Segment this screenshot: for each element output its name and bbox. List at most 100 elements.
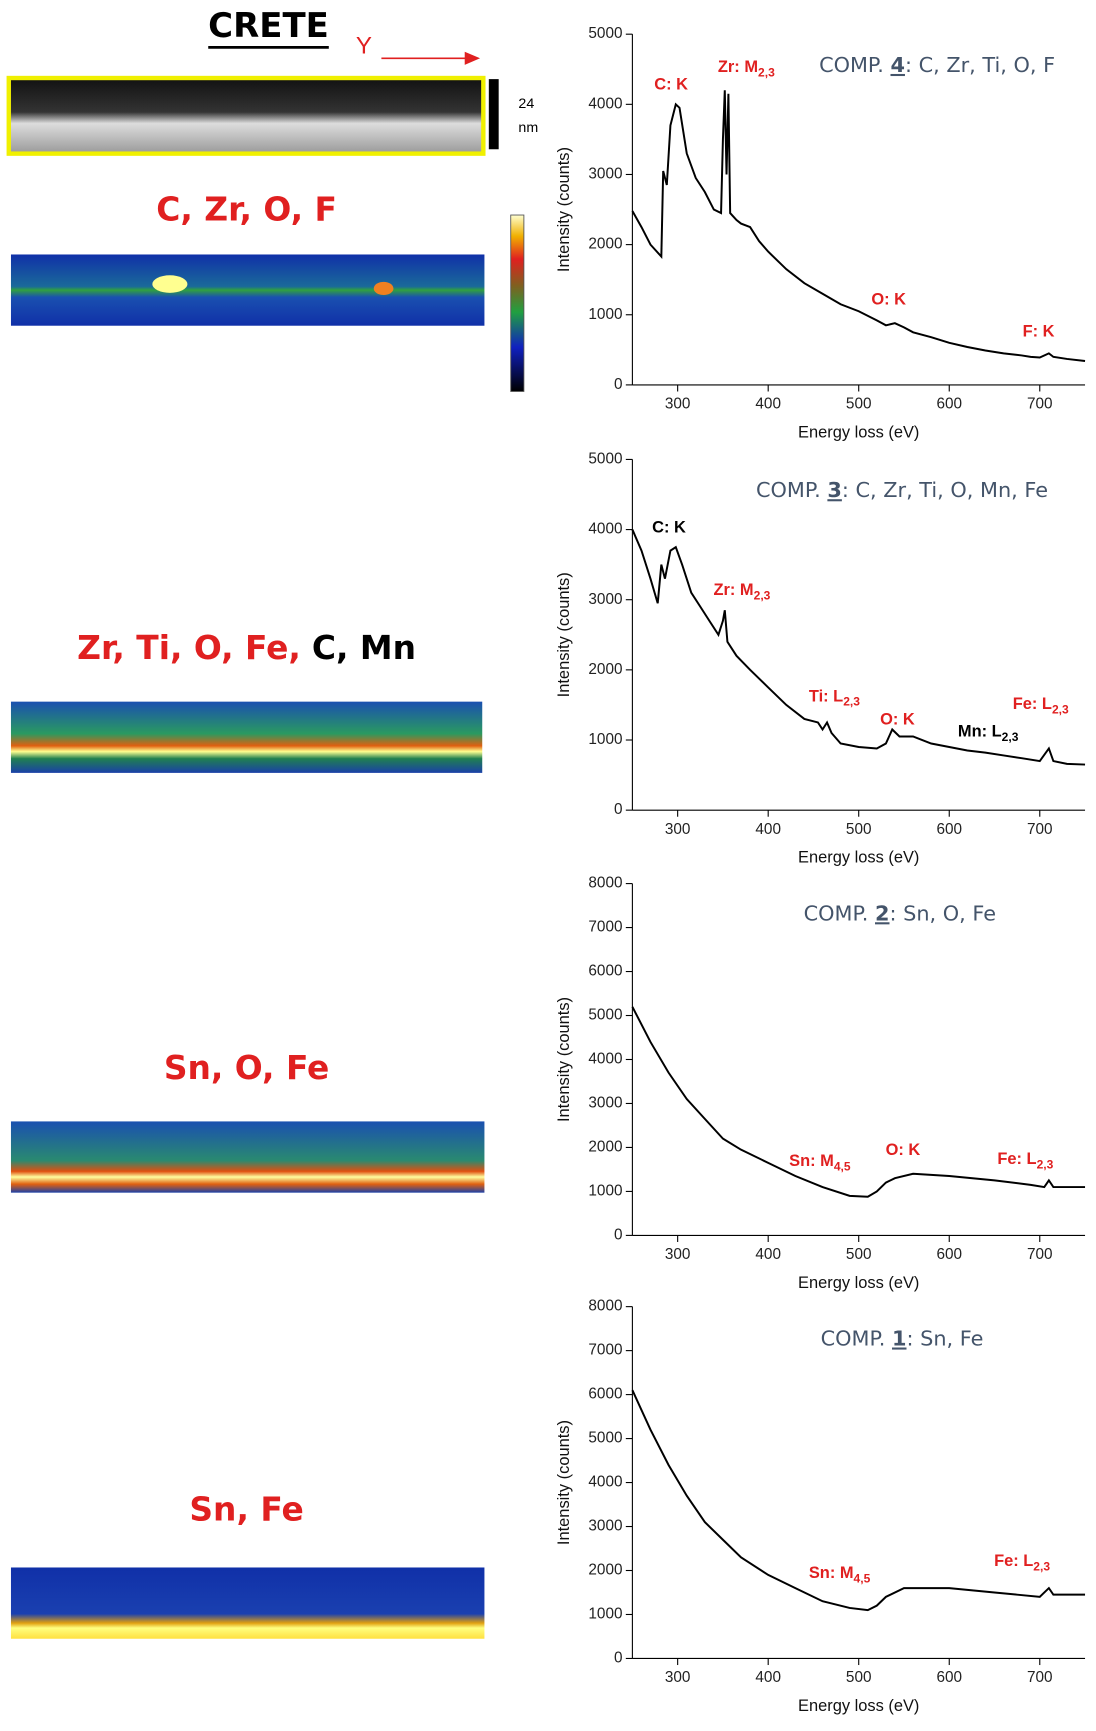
spectrum-line: [631, 90, 1086, 362]
y-tick-label: 0: [614, 801, 623, 818]
x-tick-label: 600: [936, 396, 962, 413]
direction-label: Y: [356, 33, 372, 60]
component-title: COMP. 2: Sn, O, Fe: [804, 901, 996, 925]
peak-label: O: K: [886, 1141, 921, 1159]
y-tick-label: 5000: [588, 450, 622, 467]
x-tick-label: 600: [936, 1246, 962, 1263]
component-prefix: COMP.: [804, 901, 875, 925]
y-tick-label: 3000: [588, 1518, 622, 1535]
x-tick-label: 300: [665, 396, 691, 413]
peak-label-text: Fe: L: [1013, 695, 1052, 713]
x-tick-label: 300: [665, 821, 691, 838]
y-tick-label: 7000: [588, 919, 622, 936]
spectrum-line: [631, 1389, 1086, 1612]
component-number: 1: [892, 1327, 906, 1351]
haadf-image: [6, 75, 486, 156]
y-axis-label: Intensity (counts): [555, 147, 573, 272]
x-tick-label: 400: [755, 821, 781, 838]
x-axis-label: Energy loss (eV): [798, 849, 919, 867]
component-elements: : C, Zr, Ti, O, F: [905, 53, 1055, 77]
peak-label: Ti: L2,3: [809, 688, 860, 709]
map-label-part: Zr, Ti, O, Fe,: [77, 628, 301, 667]
peak-label-text: C: K: [652, 519, 686, 537]
map-label: Sn, O, Fe: [164, 1047, 330, 1086]
y-tick-label: 2000: [588, 236, 622, 253]
peak-label-text: Fe: L: [997, 1150, 1036, 1168]
x-tick-label: 300: [665, 1246, 691, 1263]
y-tick-label: 8000: [588, 875, 622, 892]
x-tick-label: 600: [936, 1669, 962, 1686]
peak-label-sub: 4,5: [854, 1572, 871, 1586]
peak-label-sub: 2,3: [1052, 703, 1069, 717]
y-tick-label: 6000: [588, 963, 622, 980]
peak-label-text: Zr: M: [713, 581, 753, 599]
component-prefix: COMP.: [819, 53, 890, 77]
component-title: COMP. 3: C, Zr, Ti, O, Mn, Fe: [756, 478, 1048, 502]
map-hotspot: [152, 275, 188, 293]
peak-label-sub: 2,3: [1037, 1157, 1054, 1171]
y-tick-label: 1000: [588, 306, 622, 323]
y-axis-label: Intensity (counts): [555, 997, 573, 1122]
map-image: [10, 254, 485, 326]
arrow-head: [464, 51, 481, 65]
peak-label-sub: 2,3: [758, 66, 775, 80]
y-axis-label: Intensity (counts): [555, 1420, 573, 1545]
peak-label: Mn: L2,3: [958, 723, 1019, 744]
component-title: COMP. 1: Sn, Fe: [821, 1327, 984, 1351]
component-prefix: COMP.: [756, 478, 827, 502]
peak-label-sub: 2,3: [1002, 730, 1019, 744]
peak-label: F: K: [1023, 323, 1055, 341]
map-image: [10, 701, 483, 773]
x-tick-label: 400: [755, 1669, 781, 1686]
x-tick-label: 700: [1027, 1669, 1053, 1686]
peak-label-sub: 2,3: [1033, 1560, 1050, 1574]
peak-label: Fe: L2,3: [1013, 695, 1069, 716]
peak-label-text: Mn: L: [958, 723, 1002, 741]
peak-label-text: Sn: M: [789, 1152, 834, 1170]
x-tick-label: 700: [1027, 821, 1053, 838]
x-tick-label: 400: [755, 396, 781, 413]
x-tick-label: 300: [665, 1669, 691, 1686]
y-tick-label: 0: [614, 1650, 623, 1667]
y-tick-label: 6000: [588, 1386, 622, 1403]
map-image: [10, 1567, 485, 1639]
x-tick-label: 500: [846, 1246, 872, 1263]
map-label-part: Sn, O, Fe: [164, 1047, 330, 1086]
component-prefix: COMP.: [821, 1327, 892, 1351]
peak-label-text: O: K: [871, 291, 906, 309]
y-tick-label: 2000: [588, 1138, 622, 1155]
y-axis-label: Intensity (counts): [555, 572, 573, 697]
y-tick-label: 8000: [588, 1298, 622, 1315]
peak-label-text: C: K: [654, 76, 688, 94]
y-tick-label: 4000: [588, 521, 622, 538]
x-axis-label: Energy loss (eV): [798, 1274, 919, 1292]
y-tick-label: 0: [614, 376, 623, 393]
y-tick-label: 1000: [588, 1182, 622, 1199]
y-tick-label: 4000: [588, 95, 622, 112]
x-tick-label: 600: [936, 821, 962, 838]
y-tick-label: 0: [614, 1226, 623, 1243]
x-tick-label: 700: [1027, 396, 1053, 413]
y-tick-label: 3000: [588, 591, 622, 608]
component-number: 2: [875, 901, 889, 925]
component-elements: : Sn, O, Fe: [890, 901, 997, 925]
component-elements: : Sn, Fe: [907, 1327, 984, 1351]
peak-label: Zr: M2,3: [713, 581, 770, 602]
component-elements: : C, Zr, Ti, O, Mn, Fe: [842, 478, 1048, 502]
x-tick-label: 500: [846, 1669, 872, 1686]
peak-label-sub: 2,3: [843, 695, 860, 709]
component-number: 4: [890, 53, 904, 77]
peak-label-text: Ti: L: [809, 688, 843, 706]
peak-label: Fe: L2,3: [994, 1552, 1050, 1573]
spectrum-line: [631, 529, 1086, 766]
peak-label-sub: 2,3: [754, 589, 771, 603]
map-hotspot: [373, 281, 394, 296]
y-tick-label: 5000: [588, 1007, 622, 1024]
peak-label: Zr: M2,3: [718, 59, 775, 80]
y-tick-label: 2000: [588, 1562, 622, 1579]
map-label-part: C, Zr, O, F: [156, 189, 337, 228]
map-label: Sn, Fe: [189, 1489, 303, 1528]
map-label: Zr, Ti, O, Fe, C, Mn: [77, 628, 416, 667]
spectrum-line: [631, 1006, 1086, 1198]
